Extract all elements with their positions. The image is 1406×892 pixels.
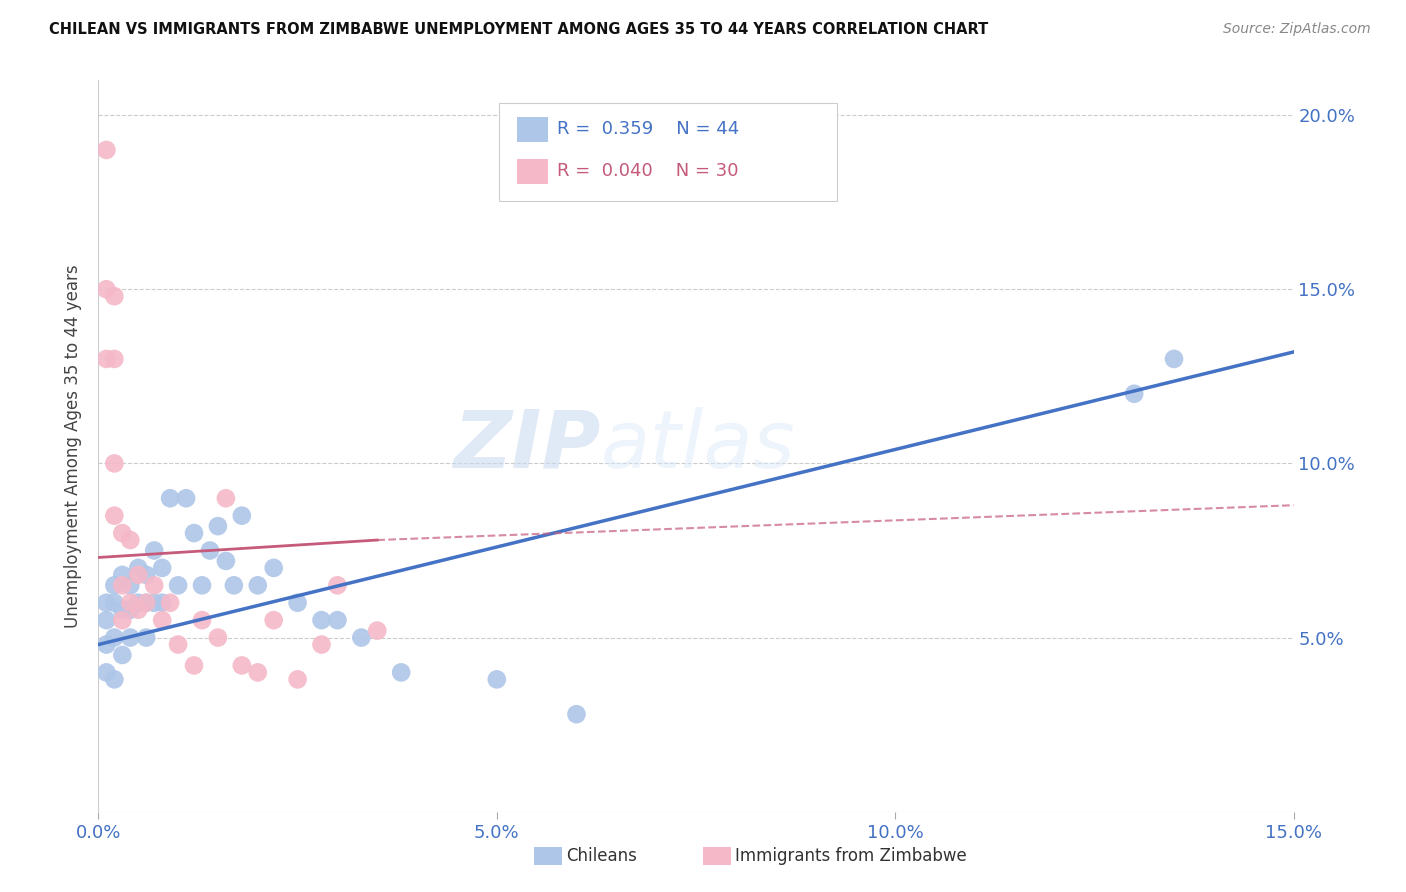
- Text: ZIP: ZIP: [453, 407, 600, 485]
- Point: [150, 613, 173, 627]
- Point: [1163, 351, 1185, 366]
- Point: [215, 491, 238, 506]
- Point: [159, 491, 181, 506]
- Point: [103, 351, 125, 366]
- Point: [143, 543, 166, 558]
- Point: [222, 578, 245, 592]
- Text: atlas: atlas: [600, 407, 796, 485]
- Point: [231, 658, 253, 673]
- Point: [120, 603, 142, 617]
- Point: [127, 567, 149, 582]
- Point: [191, 578, 214, 592]
- Point: [96, 638, 118, 652]
- Point: [183, 658, 205, 673]
- Text: CHILEAN VS IMMIGRANTS FROM ZIMBABWE UNEMPLOYMENT AMONG AGES 35 TO 44 YEARS CORRE: CHILEAN VS IMMIGRANTS FROM ZIMBABWE UNEM…: [49, 22, 988, 37]
- Point: [120, 533, 142, 547]
- Point: [96, 596, 118, 610]
- Point: [191, 613, 214, 627]
- Point: [103, 457, 125, 471]
- Text: R =  0.040    N = 30: R = 0.040 N = 30: [557, 162, 738, 180]
- Point: [565, 707, 588, 722]
- Point: [167, 638, 190, 652]
- Point: [485, 673, 508, 687]
- Point: [389, 665, 412, 680]
- Point: [150, 561, 173, 575]
- Point: [350, 631, 373, 645]
- Point: [135, 596, 157, 610]
- Point: [246, 665, 269, 680]
- Point: [326, 613, 349, 627]
- Point: [287, 673, 309, 687]
- Point: [111, 578, 134, 592]
- Point: [207, 519, 229, 533]
- Text: Immigrants from Zimbabwe: Immigrants from Zimbabwe: [735, 847, 967, 865]
- Point: [183, 526, 205, 541]
- Y-axis label: Unemployment Among Ages 35 to 44 years: Unemployment Among Ages 35 to 44 years: [65, 264, 83, 628]
- Point: [366, 624, 388, 638]
- Point: [103, 673, 125, 687]
- Point: [150, 596, 173, 610]
- Point: [103, 631, 125, 645]
- Point: [207, 631, 229, 645]
- Point: [103, 289, 125, 303]
- Point: [311, 613, 333, 627]
- Point: [215, 554, 238, 568]
- Point: [246, 578, 269, 592]
- Point: [111, 603, 134, 617]
- Point: [174, 491, 197, 506]
- Point: [96, 351, 118, 366]
- Point: [231, 508, 253, 523]
- Point: [135, 596, 157, 610]
- Point: [96, 613, 118, 627]
- Point: [111, 526, 134, 541]
- Point: [263, 561, 285, 575]
- Point: [143, 596, 166, 610]
- Point: [103, 508, 125, 523]
- Point: [111, 648, 134, 662]
- Point: [311, 638, 333, 652]
- Point: [96, 665, 118, 680]
- Point: [103, 596, 125, 610]
- Point: [143, 578, 166, 592]
- Point: [127, 596, 149, 610]
- Text: R =  0.359    N = 44: R = 0.359 N = 44: [557, 120, 740, 138]
- Point: [120, 596, 142, 610]
- Point: [167, 578, 190, 592]
- Text: Chileans: Chileans: [567, 847, 637, 865]
- Point: [198, 543, 221, 558]
- Point: [287, 596, 309, 610]
- Point: [111, 613, 134, 627]
- Point: [135, 567, 157, 582]
- Point: [127, 603, 149, 617]
- Point: [326, 578, 349, 592]
- Text: Source: ZipAtlas.com: Source: ZipAtlas.com: [1223, 22, 1371, 37]
- Point: [103, 578, 125, 592]
- Point: [1123, 386, 1146, 401]
- Point: [263, 613, 285, 627]
- Point: [120, 578, 142, 592]
- Point: [96, 143, 118, 157]
- Point: [120, 631, 142, 645]
- Point: [127, 561, 149, 575]
- Point: [96, 282, 118, 296]
- Point: [159, 596, 181, 610]
- Point: [135, 631, 157, 645]
- Point: [111, 567, 134, 582]
